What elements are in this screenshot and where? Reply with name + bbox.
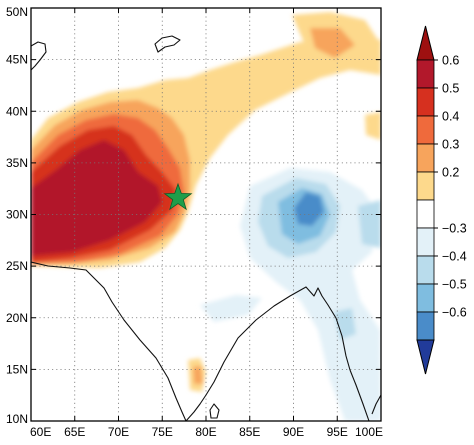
x-tick-label: 80E bbox=[195, 425, 216, 439]
x-tick-label: 70E bbox=[108, 425, 129, 439]
x-tick-label: 75E bbox=[152, 425, 173, 439]
colorbar-label: 0.3 bbox=[442, 138, 459, 152]
coastline-india bbox=[31, 261, 351, 421]
coastline-srilanka bbox=[209, 403, 220, 419]
coastline-indochina bbox=[349, 369, 381, 421]
y-tick-label: 10N bbox=[6, 412, 28, 426]
grid-lines bbox=[31, 8, 381, 421]
contour-negative-0-4-south bbox=[334, 308, 356, 340]
colorbar-segment bbox=[416, 255, 435, 285]
x-tick-label: 100E bbox=[355, 425, 383, 439]
colorbar-segment bbox=[416, 171, 435, 201]
x-tick-label: 65E bbox=[64, 425, 85, 439]
y-tick-label: 25N bbox=[6, 259, 28, 273]
colorbar-top-arrow bbox=[416, 25, 435, 61]
y-tick-label: 35N bbox=[6, 156, 28, 170]
y-tick-label: 20N bbox=[6, 311, 28, 325]
colorbar-label: 0.4 bbox=[442, 110, 459, 124]
contour-negative-0-3-west bbox=[200, 295, 262, 322]
contour-positive-0-3-south bbox=[193, 366, 203, 384]
colorbar-segment bbox=[416, 115, 435, 145]
x-tick-label: 85E bbox=[239, 425, 260, 439]
coastline-balkhash bbox=[154, 35, 181, 53]
x-tick-label: 90E bbox=[283, 425, 304, 439]
colorbar-label: −0.5 bbox=[442, 278, 467, 292]
colorbar-label: −0.6 bbox=[442, 306, 467, 320]
colorbar-label: 0.6 bbox=[442, 54, 459, 68]
colorbar-segment bbox=[416, 227, 435, 257]
colorbar-label: 0.5 bbox=[442, 82, 459, 96]
colorbar-segment bbox=[416, 199, 435, 229]
colorbar-label: 0.2 bbox=[442, 166, 459, 180]
colorbar-segment bbox=[416, 143, 435, 173]
coastlines bbox=[31, 35, 381, 421]
y-tick-label: 40N bbox=[6, 104, 28, 118]
y-tick-label: 50N bbox=[6, 5, 28, 19]
y-tick-label: 30N bbox=[6, 208, 28, 222]
x-tick-label: 95E bbox=[327, 425, 348, 439]
y-tick-label: 15N bbox=[6, 362, 28, 376]
colorbar-segment bbox=[416, 283, 435, 313]
axes: 60E 65E 70E 75E 80E 85E 90E 95E 100E 10N 15N 20N 25N… bbox=[6, 5, 383, 439]
contour-positive-0-6 bbox=[31, 140, 162, 256]
contour-negative-0-6 bbox=[294, 192, 324, 226]
colorbar-label: −0.4 bbox=[442, 250, 467, 264]
colorbar-segment bbox=[416, 311, 435, 341]
station-star-marker bbox=[163, 182, 193, 211]
colorbar-segment bbox=[416, 87, 435, 117]
colorbar-label: −0.3 bbox=[442, 222, 467, 236]
colorbar-bottom-arrow bbox=[416, 339, 435, 375]
colorbar-segment bbox=[416, 59, 435, 89]
x-tick-label: 60E bbox=[30, 425, 51, 439]
colorbar: 0.6 0.5 0.4 0.3 0.2 −0.3 −0.4 −0.5 −0.6 bbox=[416, 25, 467, 375]
contour-positive-0-3-north bbox=[310, 28, 355, 58]
contour-negative-0-4-east bbox=[358, 200, 381, 248]
contour-positive-0-2-east bbox=[365, 112, 381, 140]
coastline-caspian bbox=[31, 41, 47, 71]
y-tick-label: 45N bbox=[6, 53, 28, 67]
